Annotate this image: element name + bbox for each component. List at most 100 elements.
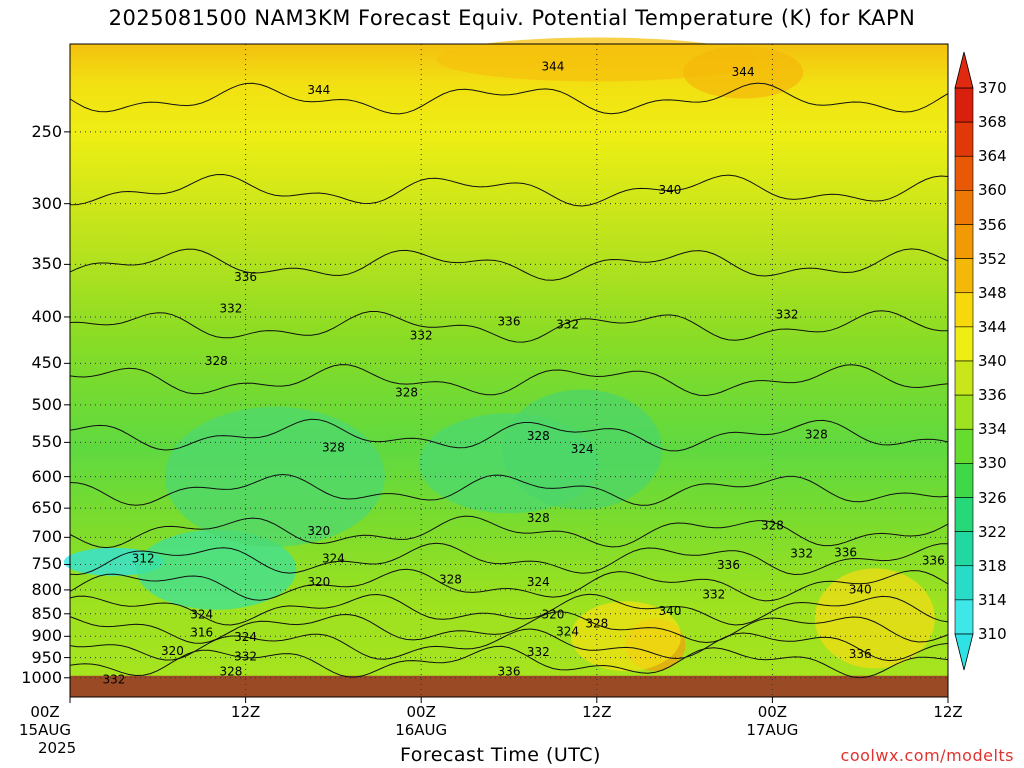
- contour-label-2: 344: [732, 65, 755, 79]
- colorbar-band-10: [954, 428, 974, 464]
- colorbar-label-368: 368: [978, 113, 1007, 132]
- heatmap-field: [63, 37, 948, 697]
- x-tick-label-60-line-0: 12Z: [933, 703, 963, 721]
- contour-label-15: 328: [805, 428, 828, 442]
- contour-line-3: [69, 310, 948, 343]
- contour-line-7: [69, 515, 949, 549]
- field-region-9: [683, 46, 804, 99]
- colorbar-label-330: 330: [978, 454, 1007, 473]
- contour-label-41: 328: [220, 664, 243, 678]
- field-region-4: [502, 389, 663, 510]
- contour-label-42: 332: [102, 672, 125, 686]
- x-tick-label-0-line-0: 00Z: [30, 703, 60, 721]
- contour-label-8: 332: [556, 317, 579, 331]
- y-tick-label-450: 450: [31, 353, 62, 373]
- contour-line-6: [69, 473, 949, 506]
- contour-label-12: 328: [322, 441, 345, 455]
- colorbar-band-3: [954, 190, 974, 225]
- contour-label-10: 328: [205, 354, 228, 368]
- contour-label-5: 332: [220, 302, 243, 316]
- colorbar-top-arrow: [954, 51, 974, 89]
- contour-label-16: 328: [527, 511, 550, 525]
- x-tick-label-24: 00Z 16AUG: [376, 703, 466, 739]
- contour-label-14: 324: [571, 442, 594, 456]
- contour-label-18: 320: [307, 524, 330, 538]
- contour-label-40: 332: [234, 649, 257, 663]
- field-region-1: [136, 529, 297, 610]
- x-tick-label-60: 12Z: [903, 703, 993, 721]
- x-axis-title: Forecast Time (UTC): [400, 744, 601, 766]
- contour-line-4: [69, 364, 949, 397]
- contour-label-34: 336: [922, 553, 945, 567]
- field-region-7: [814, 568, 935, 669]
- grid-lines: [64, 43, 949, 703]
- contour-label-9: 332: [776, 307, 799, 321]
- y-tick-label-300: 300: [31, 193, 62, 213]
- contour-line-0: [69, 82, 949, 115]
- colorbar-label-314: 314: [978, 590, 1007, 609]
- contour-line-8: [69, 542, 948, 576]
- contour-label-39: 320: [161, 644, 184, 658]
- y-tick-label-850: 850: [31, 603, 62, 623]
- credit-link[interactable]: coolwx.com/modelts: [840, 746, 1014, 765]
- colorbar-band-4: [954, 224, 974, 259]
- colorbar-label-326: 326: [978, 488, 1007, 507]
- contour-label-37: 316: [190, 626, 213, 640]
- x-tick-label-24-line-1: 16AUG: [395, 721, 448, 739]
- colorbar-label-322: 322: [978, 522, 1007, 541]
- contour-label-26: 324: [556, 624, 579, 638]
- y-tick-label-550: 550: [31, 432, 62, 452]
- colorbar-band-0: [954, 87, 974, 123]
- contour-label-6: 332: [410, 329, 433, 343]
- contour-line-1: [69, 173, 949, 207]
- contour-label-22: 328: [439, 572, 462, 586]
- x-tick-label-36: 12Z: [552, 703, 642, 721]
- colorbar-band-12: [954, 497, 974, 532]
- contour-label-31: 332: [790, 546, 813, 560]
- colorbar-band-9: [954, 394, 974, 430]
- colorbar-band-7: [954, 326, 974, 362]
- contour-label-38: 324: [234, 630, 257, 644]
- colorbar-label-344: 344: [978, 317, 1007, 336]
- contour-label-25: 328: [585, 616, 608, 630]
- colorbar-band-8: [954, 360, 974, 396]
- colorbar-band-6: [954, 292, 974, 328]
- x-tick-label-12: 12Z: [201, 703, 291, 721]
- x-tick-label-0-line-2: 2025: [38, 739, 77, 757]
- colorbar-bottom-arrow: [954, 633, 974, 671]
- x-tick-label-12-line-0: 12Z: [230, 703, 261, 721]
- contour-label-19: 324: [322, 552, 345, 566]
- colorbar-band-11: [954, 463, 974, 498]
- colorbar-label-340: 340: [978, 352, 1007, 370]
- contour-label-36: 324: [190, 608, 213, 622]
- contour-label-3: 340: [659, 183, 682, 197]
- colorbar-label-352: 352: [978, 249, 1007, 268]
- y-tick-label-600: 600: [31, 466, 62, 486]
- contour-label-24: 320: [541, 608, 564, 622]
- y-tick-label-700: 700: [31, 527, 62, 547]
- colorbar-band-15: [954, 599, 974, 635]
- contour-label-17: 328: [761, 518, 784, 532]
- contour-label-0: 344: [307, 83, 330, 97]
- field-region-2: [164, 406, 385, 547]
- contour-label-35: 336: [849, 647, 872, 661]
- y-tick-label-500: 500: [31, 394, 62, 414]
- colorbar-band-14: [954, 565, 974, 601]
- colorbar-label-370: 370: [978, 79, 1007, 97]
- x-tick-label-36-line-0: 12Z: [582, 703, 612, 721]
- colorbar-label-334: 334: [978, 420, 1007, 439]
- x-tick-label-48-line-1: 17AUG: [746, 721, 799, 739]
- y-tick-label-900: 900: [31, 626, 62, 646]
- colorbar: [954, 51, 974, 671]
- x-tick-label-48-line-0: 00Z: [757, 703, 788, 721]
- x-tick-label-48: 00Z 17AUG: [727, 703, 817, 739]
- colorbar-label-336: 336: [978, 386, 1007, 405]
- x-tick-label-0-line-1: 15AUG: [19, 721, 71, 739]
- contour-label-1: 344: [541, 59, 564, 73]
- colorbar-label-348: 348: [978, 283, 1007, 302]
- y-tick-label-750: 750: [31, 554, 62, 574]
- colorbar-band-1: [954, 121, 974, 157]
- colorbar-label-356: 356: [978, 215, 1007, 234]
